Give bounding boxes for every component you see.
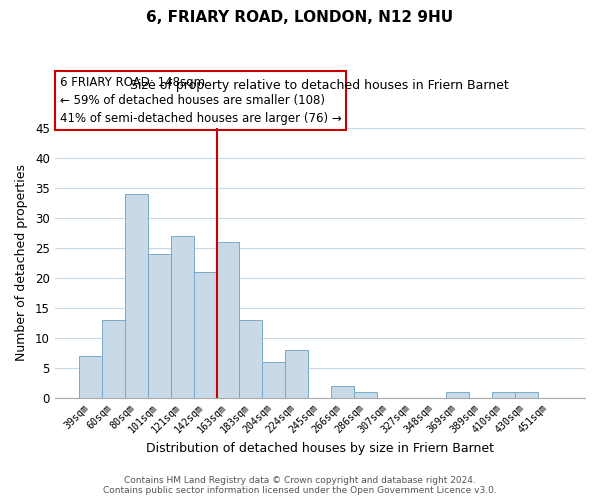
Bar (79, 356, 102, 398)
Bar (492, 392, 515, 398)
Bar (239, 320, 262, 398)
Bar (170, 236, 194, 398)
Bar (217, 242, 239, 398)
Bar (102, 320, 125, 398)
Bar (148, 254, 170, 398)
Bar (194, 272, 217, 398)
Text: 6, FRIARY ROAD, LONDON, N12 9HU: 6, FRIARY ROAD, LONDON, N12 9HU (146, 10, 454, 25)
X-axis label: Distribution of detached houses by size in Friern Barnet: Distribution of detached houses by size … (146, 442, 494, 455)
Bar (354, 392, 377, 398)
Bar (125, 194, 148, 398)
Bar (446, 392, 469, 398)
Bar (286, 350, 308, 398)
Text: 6 FRIARY ROAD: 148sqm
← 59% of detached houses are smaller (108)
41% of semi-det: 6 FRIARY ROAD: 148sqm ← 59% of detached … (60, 76, 342, 125)
Bar (262, 362, 286, 398)
Text: Contains HM Land Registry data © Crown copyright and database right 2024.
Contai: Contains HM Land Registry data © Crown c… (103, 476, 497, 495)
Bar (331, 386, 354, 398)
Bar (515, 392, 538, 398)
Title: Size of property relative to detached houses in Friern Barnet: Size of property relative to detached ho… (130, 79, 509, 92)
Y-axis label: Number of detached properties: Number of detached properties (15, 164, 28, 362)
